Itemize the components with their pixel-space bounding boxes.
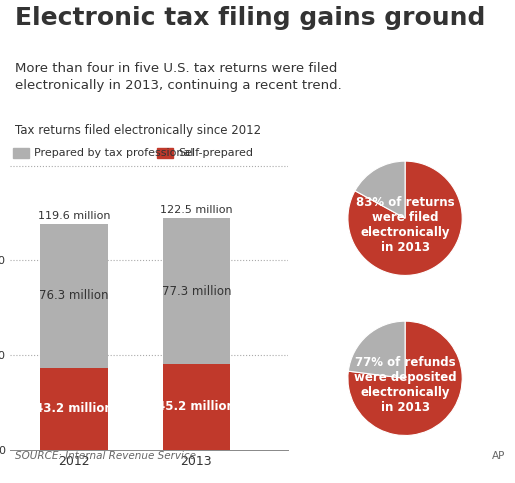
Text: 83% of returns
were filed
electronically
in 2013: 83% of returns were filed electronically…	[356, 196, 454, 254]
Text: 119.6 million: 119.6 million	[38, 211, 110, 221]
Text: More than four in five U.S. tax returns were filed
electronically in 2013, conti: More than four in five U.S. tax returns …	[15, 62, 342, 92]
Text: SOURCE: Internal Revenue Service: SOURCE: Internal Revenue Service	[15, 451, 196, 461]
Text: Self-prepared: Self-prepared	[178, 148, 253, 158]
Wedge shape	[355, 161, 405, 218]
Bar	[163, 218, 230, 364]
Text: 122.5 million: 122.5 million	[160, 205, 233, 215]
Text: 76.3 million: 76.3 million	[39, 289, 109, 302]
Text: 77.3 million: 77.3 million	[162, 284, 231, 298]
Text: Tax returns filed electronically since 2012: Tax returns filed electronically since 2…	[15, 124, 262, 137]
Text: Electronic tax filing gains ground: Electronic tax filing gains ground	[15, 6, 486, 30]
Bar	[40, 224, 108, 368]
Wedge shape	[348, 321, 462, 436]
Text: 77% of refunds
were deposited
electronically
in 2013: 77% of refunds were deposited electronic…	[354, 356, 456, 414]
Wedge shape	[348, 321, 405, 378]
Bar	[157, 148, 173, 158]
Text: Prepared by tax professional: Prepared by tax professional	[33, 148, 193, 158]
Wedge shape	[348, 161, 462, 275]
Bar	[163, 364, 230, 450]
Text: 45.2 million: 45.2 million	[158, 400, 235, 413]
Text: AP: AP	[491, 451, 505, 461]
Bar	[13, 148, 29, 158]
Text: 43.2 million: 43.2 million	[35, 402, 113, 415]
Bar	[40, 368, 108, 450]
